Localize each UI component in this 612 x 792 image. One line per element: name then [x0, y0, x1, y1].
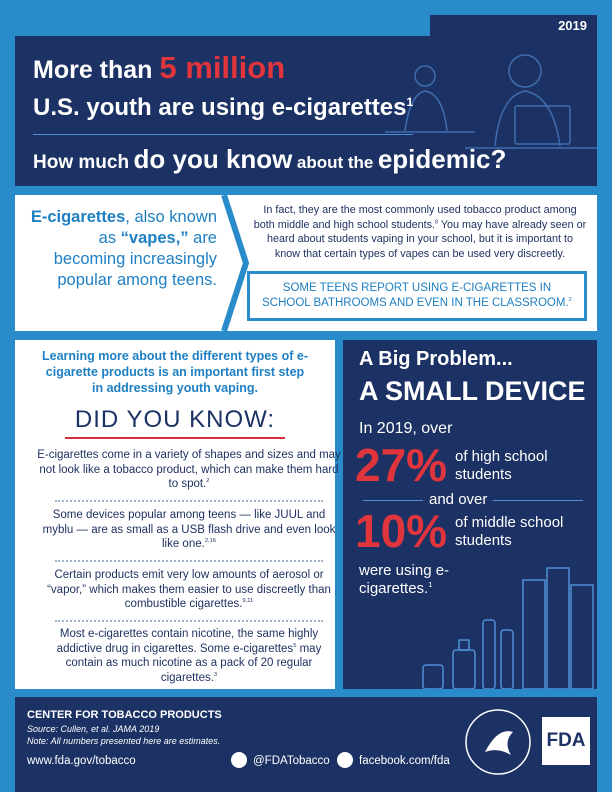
lead-text: are becoming increasingly popular among …	[53, 229, 217, 289]
ref: 3	[213, 671, 218, 678]
ref: 1	[428, 580, 433, 589]
ref: 5	[293, 642, 297, 649]
intro-section: E-cigarettes, also known as “vapes,” are…	[15, 195, 597, 331]
ref: 2	[568, 297, 572, 304]
paragraph-text: You may have already seen or heard about…	[266, 218, 587, 260]
callout: SOME TEENS REPORT USING E-CIGARETTES IN …	[247, 271, 587, 321]
footer-note: Note: All numbers presented here are est…	[27, 736, 221, 746]
stat-value: 10%	[355, 505, 448, 557]
separator	[55, 620, 323, 622]
stats-connector: and over	[429, 491, 488, 508]
question-part: about the	[296, 153, 374, 172]
divider	[493, 500, 583, 501]
question-part: do you know	[133, 144, 293, 174]
title-line-2: U.S. youth are using e-cigarettes1	[33, 94, 413, 122]
title-highlight: 5 million	[159, 50, 286, 85]
lead-keyword: E-cigarettes	[30, 208, 126, 226]
closing-text: were using e-cigarettes.	[359, 562, 450, 597]
facts-intro: Learning more about the different types …	[42, 349, 308, 395]
stats-lead: In 2019, over	[359, 420, 453, 437]
stats-heading: A SMALL DEVICE	[359, 376, 586, 406]
footer-org: CENTER FOR TOBACCO PRODUCTS	[27, 709, 222, 721]
fda-logo: FDA	[542, 717, 590, 765]
lead-text: , also known as	[98, 208, 217, 247]
ref: 9,11	[242, 598, 254, 605]
fact: Most e-cigarettes contain nicotine, the …	[37, 627, 341, 685]
title-text: U.S. youth are using e-cigarettes	[33, 94, 407, 121]
footer-source: Source: Cullen, et al. JAMA 2019	[27, 724, 160, 734]
divider	[33, 134, 413, 135]
fact-text: E-cigarettes come in a variety of shapes…	[37, 449, 341, 490]
question-part: How much	[33, 152, 130, 173]
stats-closing: were using e-cigarettes.1	[359, 562, 469, 598]
separator	[55, 560, 323, 562]
intro-lead: E-cigarettes, also known as “vapes,” are…	[27, 207, 217, 291]
fact-text: may contain as much nicotine as a pack o…	[65, 642, 322, 684]
stats-panel: A Big Problem... A SMALL DEVICE In 2019,…	[343, 340, 597, 689]
ref: 1	[406, 95, 414, 109]
ref: 8	[435, 218, 438, 225]
callout-text-wrap: SOME TEENS REPORT USING E-CIGARETTES IN …	[258, 281, 576, 311]
lead-keyword: “vapes,”	[120, 229, 189, 247]
hhs-seal	[465, 709, 531, 775]
year: 2019	[558, 18, 587, 33]
footer-website[interactable]: www.fda.gov/tobacco	[27, 755, 136, 767]
devices-illustration	[422, 567, 594, 689]
year-tab: 2019	[430, 15, 597, 36]
fact-text: Certain products emit very low amounts o…	[47, 569, 331, 610]
question-part: epidemic?	[377, 144, 507, 174]
callout-text: SOME TEENS REPORT USING E-CIGARETTES IN …	[262, 282, 569, 309]
footer-twitter[interactable]: @FDATobacco	[253, 755, 330, 767]
title-prefix: More than	[33, 56, 153, 84]
twitter-icon	[231, 752, 247, 768]
header-illustration	[385, 54, 597, 149]
header: More than 5 million U.S. youth are using…	[15, 36, 597, 186]
stat-label: of high school students	[455, 448, 548, 483]
stat-value: 27%	[355, 439, 448, 491]
title-line-1: More than 5 million	[33, 50, 285, 86]
fact: Certain products emit very low amounts o…	[37, 568, 341, 612]
divider	[363, 500, 423, 501]
footer-facebook[interactable]: facebook.com/fda	[359, 755, 450, 767]
question: How much do you know about the epidemic?	[33, 144, 506, 175]
facts-heading: DID YOU KNOW:	[74, 406, 276, 433]
facebook-icon	[337, 752, 353, 768]
fact: E-cigarettes come in a variety of shapes…	[37, 448, 341, 492]
facts-panel: Learning more about the different types …	[15, 340, 341, 689]
ref: 2	[206, 478, 210, 485]
paragraph-text: In fact, they are the most commonly used…	[253, 204, 577, 231]
footer: CENTER FOR TOBACCO PRODUCTS Source: Cull…	[15, 697, 597, 792]
intro-paragraph: In fact, they are the most commonly used…	[253, 203, 587, 261]
heading-underline	[65, 437, 285, 439]
fact: Some devices popular among teens — like …	[37, 508, 341, 552]
chevron	[221, 195, 250, 331]
separator	[55, 500, 323, 502]
fact-text: Some devices popular among teens — like …	[42, 509, 336, 550]
stat-label: of middle school students	[455, 514, 564, 549]
ref: 2,16	[204, 538, 217, 545]
stats-heading: A Big Problem...	[359, 348, 513, 370]
fact-text: Most e-cigarettes contain nicotine, the …	[56, 628, 319, 655]
